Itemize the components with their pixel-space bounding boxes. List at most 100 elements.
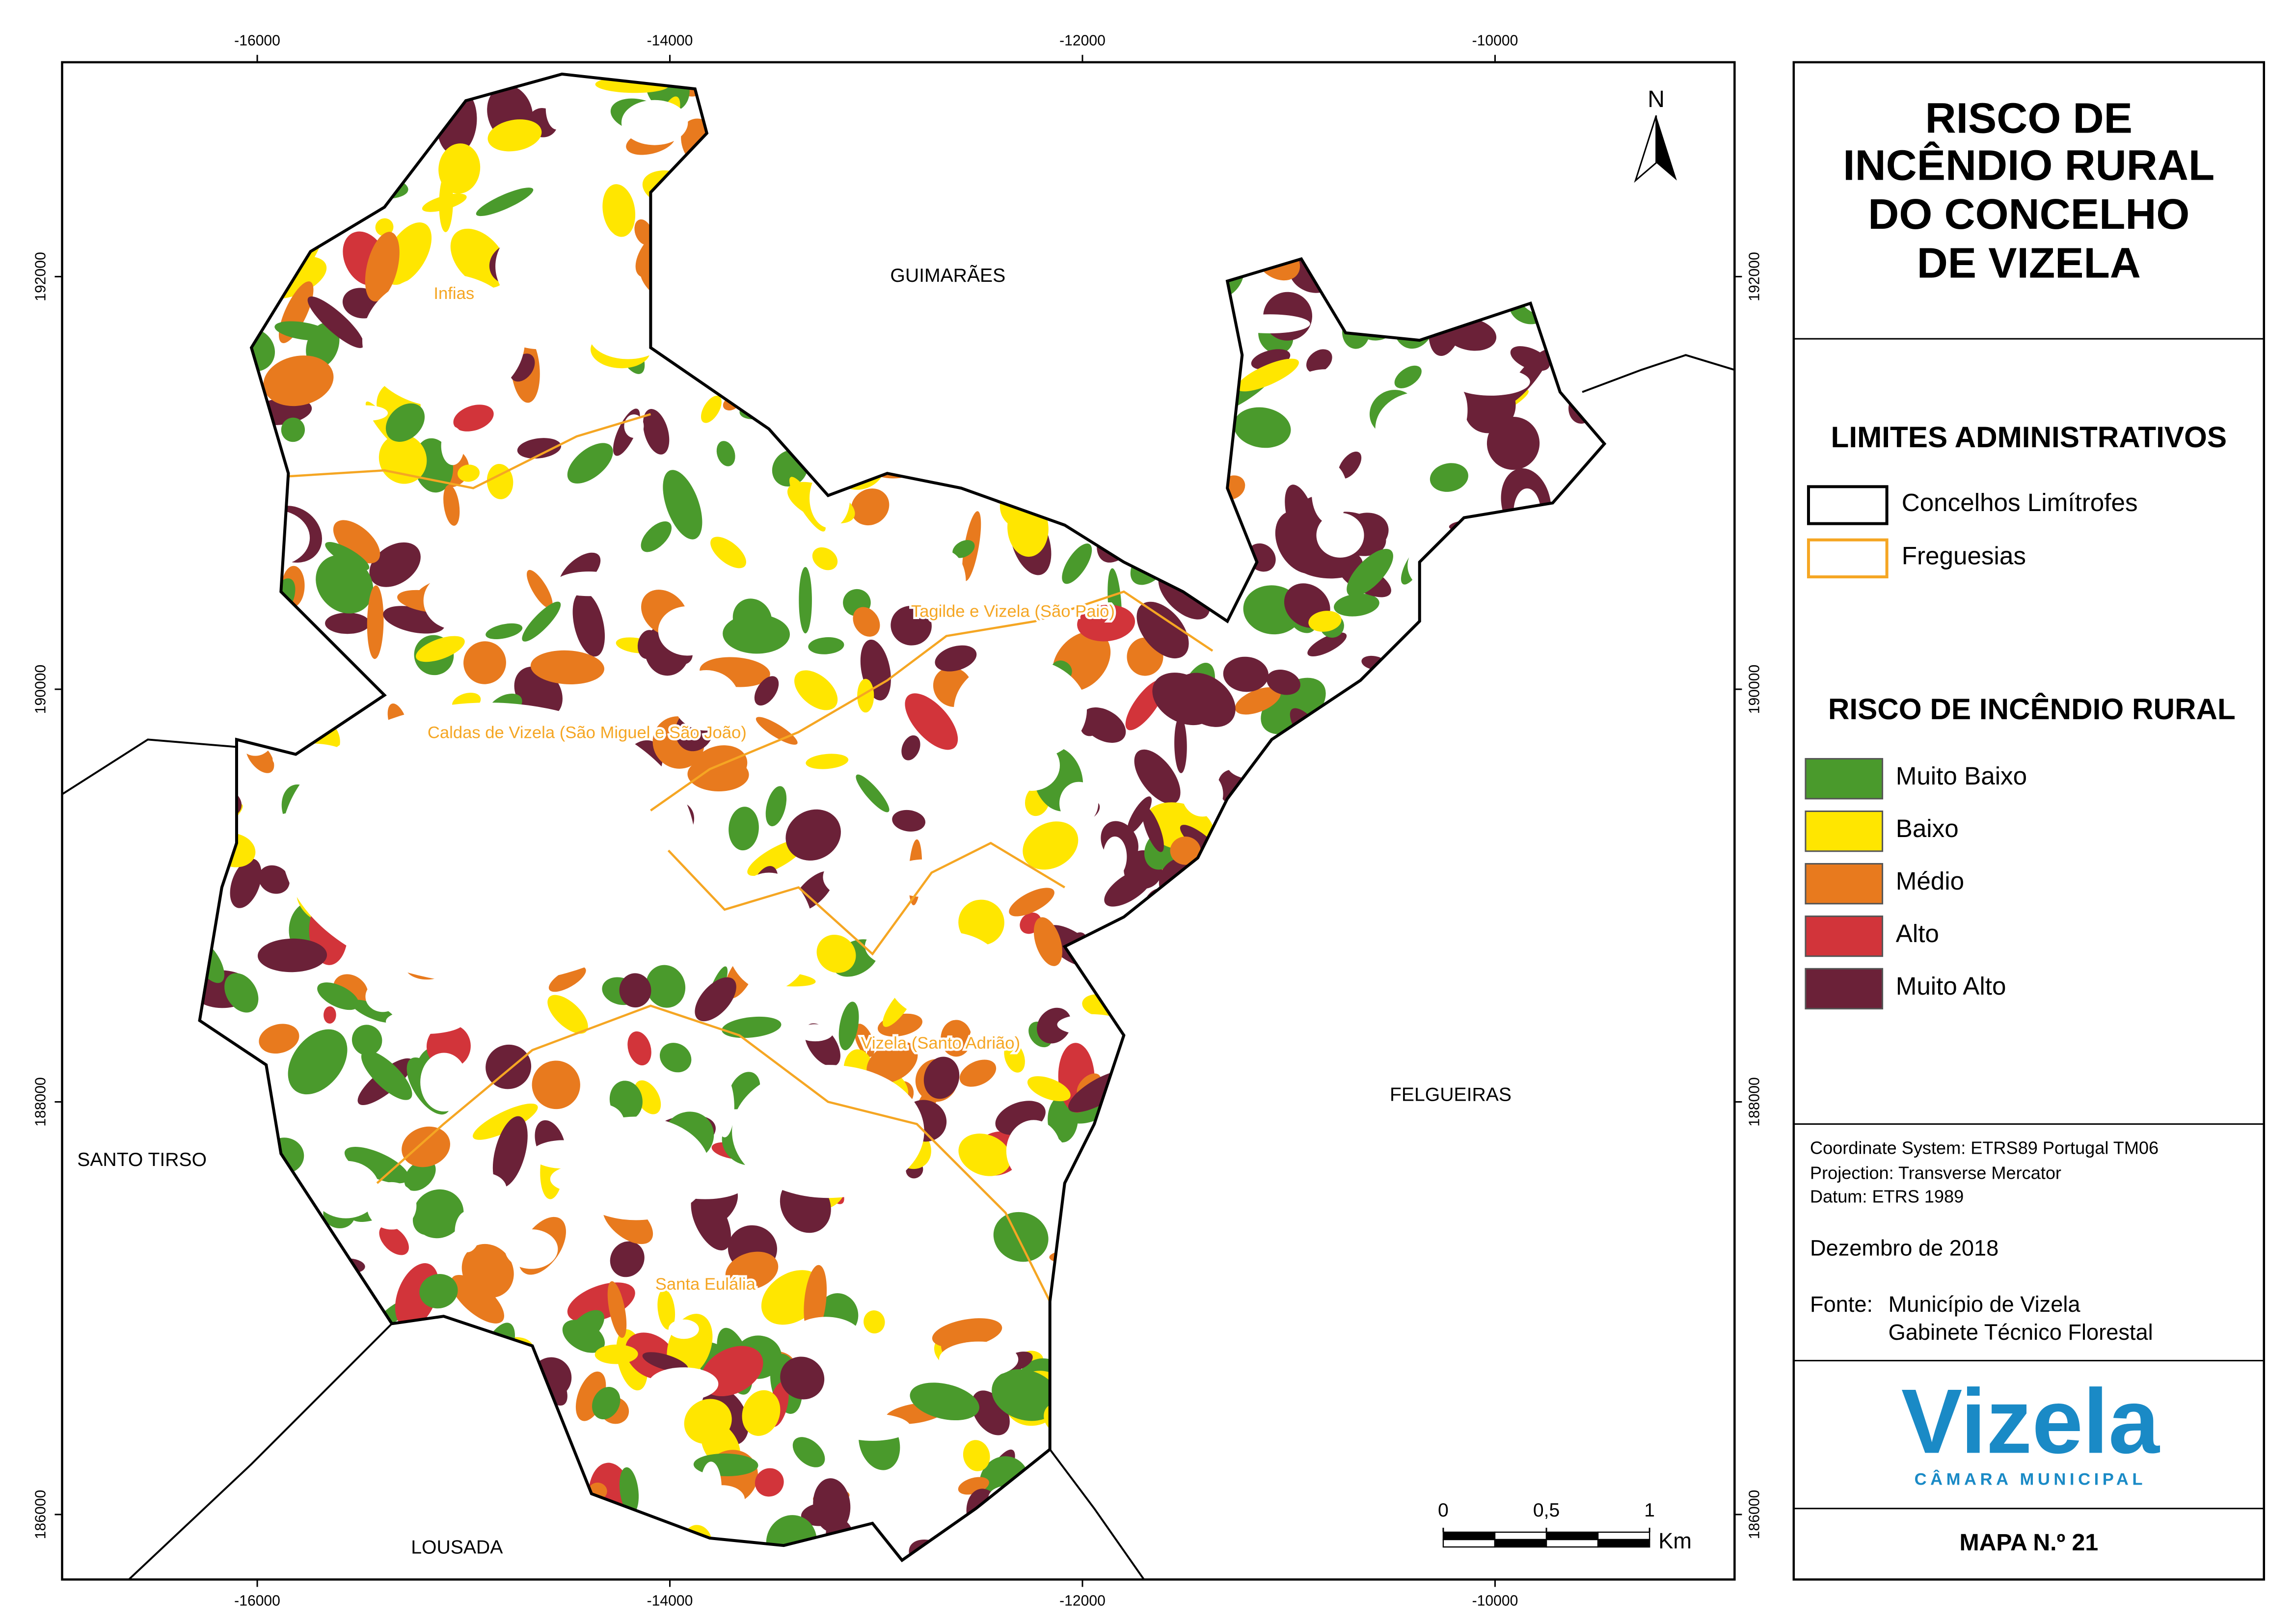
risk-patch bbox=[1037, 1007, 1072, 1044]
risk-patch bbox=[1306, 349, 1332, 373]
risk-patch bbox=[864, 1310, 885, 1334]
legend-heading: RISCO DE INCÊNDIO RURAL bbox=[1828, 692, 2236, 726]
scale-segment bbox=[1597, 1531, 1650, 1541]
risk-patch bbox=[451, 1274, 504, 1324]
x-tick-label: -16000 bbox=[234, 33, 280, 49]
legend-swatch bbox=[1805, 863, 1884, 905]
risk-patch bbox=[722, 1016, 782, 1038]
open-area bbox=[1311, 463, 1348, 524]
x-tick-label: -12000 bbox=[1059, 1593, 1106, 1609]
risk-patch bbox=[458, 464, 480, 482]
neighbor-label: SANTO TIRSO bbox=[77, 1149, 207, 1170]
source-line: Gabinete Técnico Florestal bbox=[1889, 1320, 2153, 1345]
risk-patch bbox=[288, 1029, 348, 1095]
risk-patch bbox=[375, 218, 394, 236]
risk-patch bbox=[361, 1050, 412, 1100]
risk-patch bbox=[547, 995, 588, 1034]
risk-patch bbox=[716, 441, 735, 466]
risk-patch bbox=[1062, 543, 1092, 584]
date: Dezembro de 2018 bbox=[1810, 1236, 1998, 1261]
open-area bbox=[1303, 430, 1342, 460]
open-area bbox=[545, 87, 568, 130]
risk-patch bbox=[725, 1251, 779, 1290]
risk-patch bbox=[923, 1056, 960, 1099]
open-area bbox=[312, 1161, 380, 1218]
risk-patch bbox=[1136, 601, 1189, 659]
x-tick-label: -14000 bbox=[647, 1593, 693, 1609]
risk-patch bbox=[281, 417, 305, 442]
legend-label: Médio bbox=[1896, 867, 1964, 895]
open-area bbox=[926, 551, 966, 613]
risk-patch bbox=[742, 1390, 781, 1436]
risk-patch bbox=[754, 676, 779, 706]
parish-line bbox=[667, 841, 1065, 956]
risk-patch bbox=[851, 488, 890, 526]
risk-patch bbox=[1234, 407, 1291, 448]
risk-patch bbox=[274, 321, 330, 341]
open-area bbox=[954, 828, 978, 886]
open-area bbox=[505, 1229, 558, 1269]
risk-patch bbox=[794, 670, 838, 710]
parish-label: Vizela (Santo Adrião) bbox=[861, 1034, 1020, 1053]
risk-patch bbox=[857, 678, 874, 713]
open-area bbox=[621, 100, 688, 145]
risk-patch bbox=[1308, 611, 1342, 632]
map-number: MAPA N.º 21 bbox=[1959, 1529, 2098, 1556]
municipality-outline bbox=[198, 72, 1607, 1563]
risk-patch bbox=[422, 193, 467, 212]
scale-segment bbox=[1494, 1531, 1547, 1541]
scale-segment bbox=[1494, 1539, 1547, 1548]
legend-swatch bbox=[1805, 915, 1884, 957]
risk-patch bbox=[1027, 1076, 1071, 1102]
open-area bbox=[365, 981, 401, 1012]
risk-patch bbox=[385, 403, 425, 442]
risk-patch bbox=[634, 219, 653, 245]
risk-patch bbox=[1430, 463, 1468, 492]
risk-patch bbox=[642, 1352, 688, 1372]
open-area bbox=[1316, 513, 1364, 558]
risk-patch bbox=[1486, 416, 1540, 470]
risk-patch bbox=[853, 607, 880, 637]
risk-patch bbox=[901, 735, 920, 760]
risk-patch bbox=[816, 935, 856, 973]
open-area bbox=[385, 1009, 465, 1034]
risk-patch bbox=[316, 555, 374, 614]
open-area bbox=[797, 1024, 833, 1042]
legend-swatch bbox=[1805, 968, 1884, 1010]
open-area bbox=[789, 1317, 863, 1360]
urban-area bbox=[362, 273, 525, 407]
open-area bbox=[861, 1348, 899, 1406]
risk-patch bbox=[723, 614, 790, 654]
scale-bar: 0 0,5 1Km bbox=[1438, 1500, 1692, 1553]
open-area bbox=[420, 1053, 468, 1112]
open-area bbox=[589, 312, 667, 359]
risk-patch bbox=[443, 485, 460, 526]
risk-patch bbox=[812, 547, 838, 570]
legend-label: Alto bbox=[1896, 920, 1939, 947]
risk-patch bbox=[365, 232, 400, 302]
open-area bbox=[675, 949, 700, 970]
risk-patch bbox=[958, 1134, 1011, 1176]
risk-patch bbox=[1307, 632, 1347, 656]
y-tick-label: 186000 bbox=[32, 1490, 49, 1539]
urban-area bbox=[281, 703, 695, 984]
risk-patch bbox=[379, 1225, 409, 1255]
risk-patch bbox=[1152, 673, 1215, 726]
risk-patch bbox=[1394, 365, 1422, 388]
source-label: Fonte: bbox=[1810, 1292, 1873, 1317]
y-tick-label: 192000 bbox=[1746, 252, 1762, 301]
risk-patch bbox=[527, 569, 553, 609]
urban-area bbox=[562, 1116, 710, 1220]
risk-patch bbox=[657, 1289, 675, 1330]
x-tick-label: -16000 bbox=[234, 1593, 280, 1609]
scale-label: 0 bbox=[1438, 1500, 1449, 1521]
open-area bbox=[1230, 314, 1310, 333]
risk-patch bbox=[257, 938, 327, 973]
risk-patch bbox=[710, 537, 746, 568]
open-area bbox=[460, 1172, 507, 1205]
risk-patch bbox=[230, 859, 262, 908]
open-area bbox=[939, 1341, 1019, 1378]
boundary-line bbox=[62, 738, 237, 795]
risk-patch bbox=[548, 966, 586, 992]
